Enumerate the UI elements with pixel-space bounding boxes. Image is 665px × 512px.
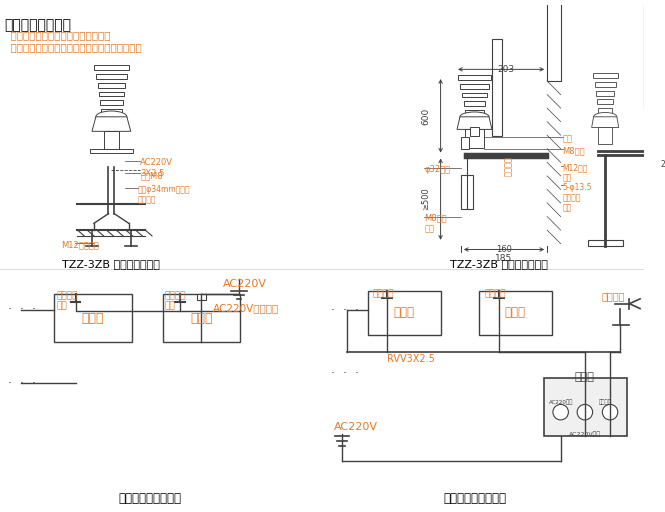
Polygon shape	[92, 117, 131, 132]
Circle shape	[602, 404, 618, 420]
Bar	[460, 84, 489, 89]
Bar	[644, 0, 656, 107]
Bar	[461, 175, 473, 209]
Bar	[593, 73, 618, 78]
Bar	[598, 108, 612, 113]
Text: 电源输入: 电源输入	[373, 289, 394, 298]
Text: M12螺栓
固定: M12螺栓 固定	[563, 163, 588, 183]
Bar	[100, 100, 123, 105]
Text: AC220V: AC220V	[223, 280, 267, 289]
Bar	[469, 127, 479, 136]
Text: AC220V: AC220V	[334, 422, 378, 432]
Bar	[96, 74, 127, 79]
Text: M12膨胀螺栓: M12膨胀螺栓	[61, 241, 99, 250]
Bar	[492, 39, 501, 136]
Bar	[479, 291, 552, 335]
Text: φ32钢管: φ32钢管	[424, 165, 450, 174]
Text: ≥500: ≥500	[422, 188, 430, 210]
Text: AC220V
3X2.5: AC220V 3X2.5	[140, 158, 174, 178]
Bar	[595, 82, 616, 87]
Text: 控制器: 控制器	[575, 372, 595, 382]
Bar	[90, 149, 132, 153]
Text: 电源联控
输出: 电源联控 输出	[165, 291, 186, 310]
Text: 电源联控
输入: 电源联控 输入	[56, 291, 78, 310]
Text: M8顶丝
固定: M8顶丝 固定	[424, 214, 447, 233]
Text: RVV3X2.5: RVV3X2.5	[387, 354, 435, 364]
Bar	[596, 91, 614, 96]
Text: 顶丝M8: 顶丝M8	[140, 171, 163, 180]
Text: 5-φ13.5
与立面墙
固定: 5-φ13.5 与立面墙 固定	[563, 183, 592, 212]
Circle shape	[577, 404, 593, 420]
Bar	[597, 99, 613, 104]
Bar	[163, 294, 240, 343]
Text: ·  ·  ·: · · ·	[8, 303, 36, 316]
Text: 侧立式：适用于水泥、砖质建筑物的立面安装。: 侧立式：适用于水泥、砖质建筑物的立面安装。	[4, 42, 142, 52]
Text: 外径φ34mm镀锌管
直立支架: 外径φ34mm镀锌管 直立支架	[138, 185, 190, 204]
Text: 光控探头: 光控探头	[601, 291, 624, 301]
Text: 障碍灯的安装方式: 障碍灯的安装方式	[4, 18, 71, 32]
Text: 主控灯: 主控灯	[190, 312, 213, 325]
Text: 600: 600	[422, 108, 430, 125]
Text: 光控输入: 光控输入	[598, 399, 612, 405]
Bar	[104, 132, 119, 149]
Bar	[55, 294, 132, 343]
Ellipse shape	[460, 112, 489, 122]
Polygon shape	[592, 117, 618, 127]
Text: AC220V电源输入: AC220V电源输入	[213, 303, 279, 313]
Ellipse shape	[96, 111, 127, 122]
Polygon shape	[457, 117, 492, 130]
Text: 160: 160	[495, 245, 511, 253]
Text: 直立式：适用于水泥、砖质建筑物。: 直立式：适用于水泥、砖质建筑物。	[4, 31, 110, 40]
Bar	[462, 93, 487, 97]
Text: AC220输出: AC220输出	[549, 399, 573, 405]
Text: ·  ·  ·: · · ·	[8, 377, 36, 390]
Bar	[644, 0, 656, 107]
Bar	[99, 92, 124, 96]
Bar	[458, 75, 491, 80]
Text: 203: 203	[497, 66, 514, 74]
Text: 联闪灯: 联闪灯	[82, 312, 104, 325]
Text: AC220V输入: AC220V输入	[569, 432, 601, 437]
Circle shape	[553, 404, 569, 420]
Bar	[197, 294, 206, 300]
Ellipse shape	[594, 113, 617, 121]
Bar	[465, 119, 483, 123]
Bar	[588, 240, 622, 246]
Text: 主控灯控制接线方式: 主控灯控制接线方式	[118, 492, 182, 504]
Text: 电源输入: 电源输入	[484, 289, 505, 298]
Bar	[465, 110, 484, 115]
Bar	[465, 130, 484, 148]
Text: 185: 185	[495, 254, 512, 263]
Text: 灯座: 灯座	[563, 134, 573, 143]
Text: TZZ-3ZB 侧立式安装方式: TZZ-3ZB 侧立式安装方式	[450, 259, 548, 269]
Bar	[544, 378, 626, 436]
Text: 频闪灯: 频闪灯	[505, 306, 525, 319]
Text: ·  ·  ·: · · ·	[331, 367, 359, 380]
Bar	[100, 109, 122, 114]
Text: 控制器控制接线方式: 控制器控制接线方式	[443, 492, 506, 504]
Bar	[94, 66, 129, 70]
Bar	[464, 101, 485, 106]
Text: ·  ·  ·: · · ·	[331, 304, 359, 317]
Text: 25: 25	[660, 160, 665, 169]
Text: TZZ-3ZB 直立式安装方式: TZZ-3ZB 直立式安装方式	[63, 259, 160, 269]
Bar	[98, 83, 125, 88]
Text: 安装底座: 安装底座	[503, 156, 513, 176]
Bar	[461, 137, 469, 149]
Text: 频闪灯: 频闪灯	[393, 306, 414, 319]
Bar	[547, 0, 561, 81]
Text: M8顶丝: M8顶丝	[563, 146, 585, 155]
Bar	[598, 127, 612, 144]
Bar	[368, 291, 441, 335]
